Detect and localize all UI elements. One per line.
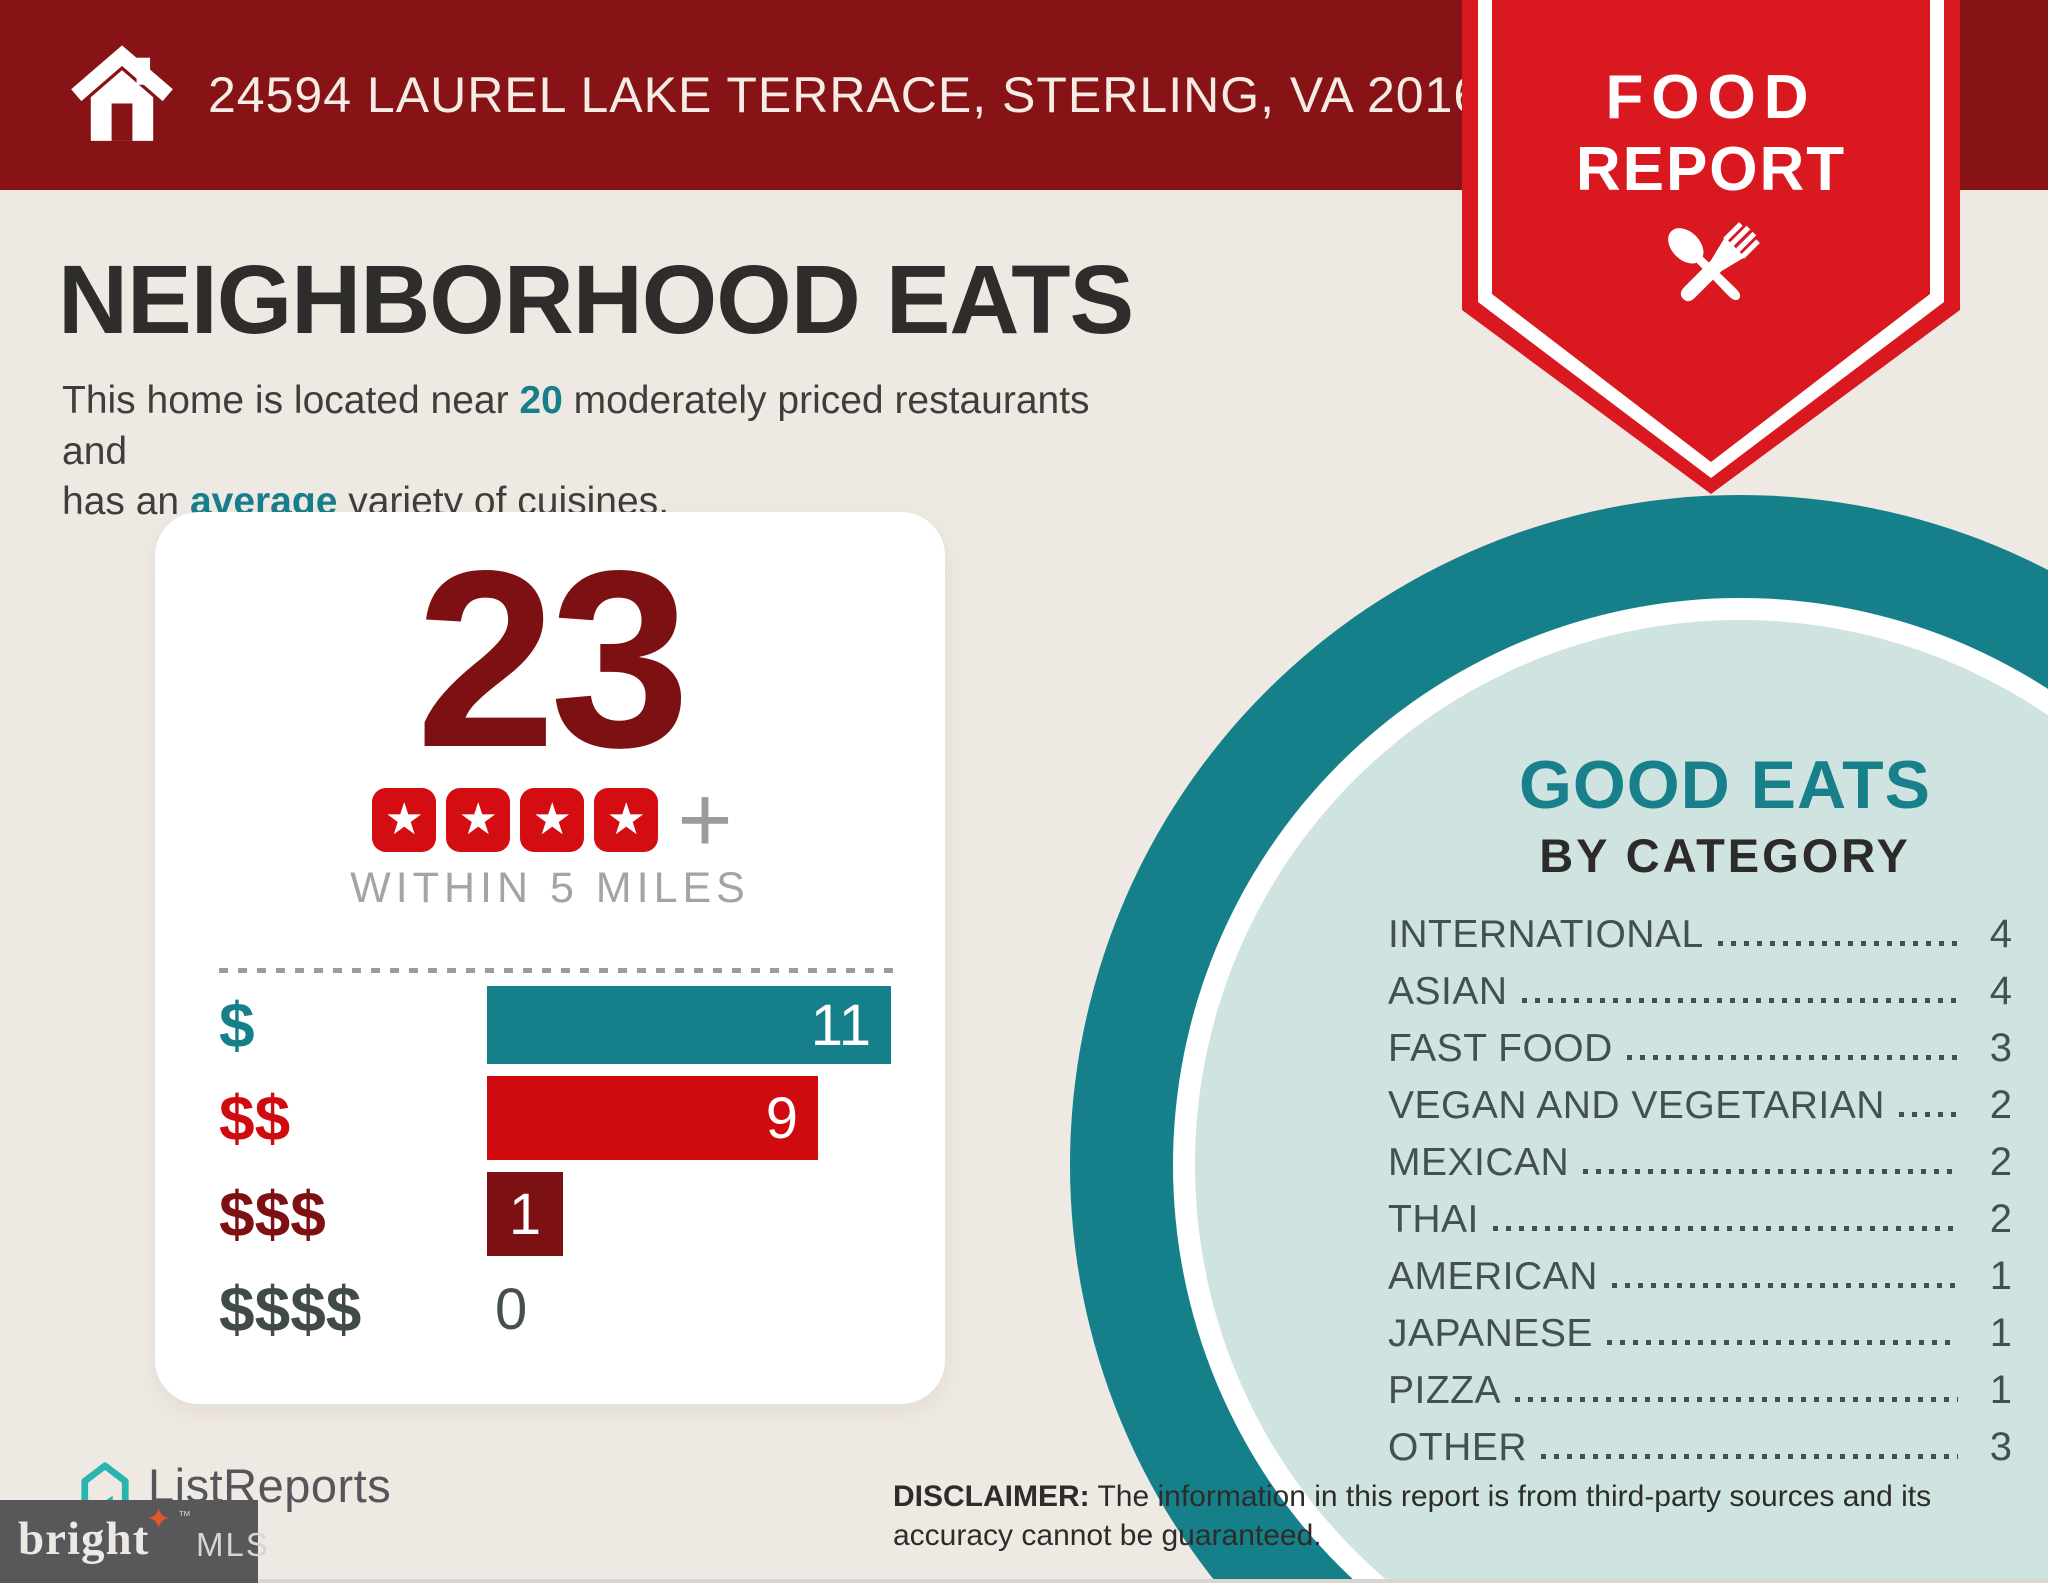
category-value: 4 [1989,969,2012,1013]
category-label: INTERNATIONAL [1388,912,1704,956]
category-label: OTHER [1388,1425,1527,1469]
category-row: AMERICAN 1 [1388,1248,2012,1305]
intro-line2-pre: has an [62,480,190,524]
dotted-leader [1541,1454,1958,1459]
price-tier-row: $$$$ 0 [219,1270,527,1348]
star-icon: ★ [594,788,659,852]
category-label: VEGAN AND VEGETARIAN [1388,1083,1885,1127]
door-cutout [111,103,133,141]
star-icon: ★ [520,788,585,852]
bottom-edge-strip [0,1579,2048,1583]
property-address: 24594 LAUREL LAKE TERRACE, STERLING, VA … [208,67,1512,123]
price-tier-label: $ [219,989,255,1061]
category-label: AMERICAN [1388,1254,1598,1298]
price-tier-value: 0 [495,1276,528,1342]
category-row: PIZZA 1 [1388,1362,2012,1419]
dotted-leader [1898,1112,1958,1117]
category-row: OTHER 3 [1388,1419,2012,1476]
category-row: MEXICAN 2 [1388,1134,2012,1191]
price-tier-bar: 11 [487,986,891,1064]
price-tier-row: $ 11 [219,986,891,1064]
disclaimer-line2: accuracy cannot be guaranteed. [893,1519,1322,1552]
price-tier-value: 1 [508,1181,542,1247]
bright-mls-logo: bright ✦ ™ MLS [0,1500,268,1583]
dotted-leader [1611,1283,1958,1288]
price-tier-row: $$$ 1 [219,1172,563,1256]
mls-wordmark: MLS [196,1526,270,1563]
category-value: 4 [1989,912,2012,956]
category-row: INTERNATIONAL 4 [1388,906,2012,963]
category-value: 1 [1989,1368,2012,1412]
category-label: THAI [1388,1197,1479,1241]
price-tier-label: $$$ [219,1178,326,1250]
category-row: VEGAN AND VEGETARIAN 2 [1388,1077,2012,1134]
price-tier-bar: 9 [487,1076,818,1160]
category-value: 2 [1989,1197,2012,1241]
star-icon: ★ [372,788,437,852]
star-icon: ★ [446,788,511,852]
restaurant-count-highlight: 20 [519,379,563,422]
price-tier-value: 9 [765,1085,798,1151]
restaurant-stats-card: 23 ★ ★ ★ ★ + WITHIN 5 MILES $ 11 $$ 9 $$$ 1 … [155,512,945,1404]
disclaimer-label: DISCLAIMER: [893,1480,1090,1513]
category-value: 3 [1989,1026,2012,1070]
category-row: THAI 2 [1388,1191,2012,1248]
dashed-divider [219,968,893,973]
category-row: JAPANESE 1 [1388,1305,2012,1362]
price-tier-label: $$ [219,1082,291,1154]
category-row: FAST FOOD 3 [1388,1020,2012,1077]
disclaimer-line1: The information in this report is from t… [1089,1480,1932,1513]
page-title: NEIGHBORHOOD EATS [58,245,1134,354]
good-eats-title: GOOD EATS [1519,747,1931,823]
disclaimer: DISCLAIMER: The information in this repo… [893,1477,1933,1555]
dotted-leader [1515,1397,1958,1402]
category-value: 3 [1989,1425,2012,1469]
food-report-ribbon: FOOD REPORT [1462,0,1960,494]
intro-line1-post: moderately priced restaurants and [62,379,1090,473]
bright-wordmark: bright [18,1513,150,1565]
intro-line1-pre: This home is located near [62,379,520,422]
crossed-spoon-fork-icon [1668,222,1760,302]
category-value: 2 [1989,1140,2012,1184]
bright-star-icon: ✦ [146,1503,172,1536]
radius-label: WITHIN 5 MILES [350,864,750,912]
dotted-leader [1717,941,1958,946]
category-label: MEXICAN [1388,1140,1570,1184]
category-value: 2 [1989,1083,2012,1127]
dotted-leader [1583,1169,1958,1174]
category-label: ASIAN [1388,969,1508,1013]
price-tier-bar: 1 [487,1172,563,1256]
category-label: JAPANESE [1388,1311,1593,1355]
price-tier-row: $$ 9 [219,1076,818,1160]
ribbon-title-line2: REPORT [1575,135,1847,204]
ribbon-title-line1: FOOD [1605,63,1817,132]
category-row: ASIAN 4 [1388,963,2012,1020]
category-label: FAST FOOD [1388,1026,1613,1070]
dotted-leader [1606,1340,1958,1345]
price-tier-label: $$$$ [219,1273,362,1345]
category-list: INTERNATIONAL 4 ASIAN 4 FAST FOOD 3 VEGA… [1388,906,2012,1476]
dotted-leader [1492,1226,1958,1231]
plus-icon: + [677,767,733,873]
good-eats-subtitle: BY CATEGORY [1539,829,1911,882]
category-value: 1 [1989,1311,2012,1355]
trademark-symbol: ™ [178,1508,191,1523]
dotted-leader [1626,1055,1958,1060]
price-tier-value: 11 [810,992,871,1058]
dotted-leader [1521,998,1958,1003]
home-icon [71,45,173,141]
intro-text: This home is located near 20 moderately … [62,376,1162,528]
category-label: PIZZA [1388,1368,1502,1412]
category-value: 1 [1989,1254,2012,1298]
star-rating: ★ ★ ★ ★ + [155,767,945,873]
restaurant-total: 23 [415,519,690,800]
